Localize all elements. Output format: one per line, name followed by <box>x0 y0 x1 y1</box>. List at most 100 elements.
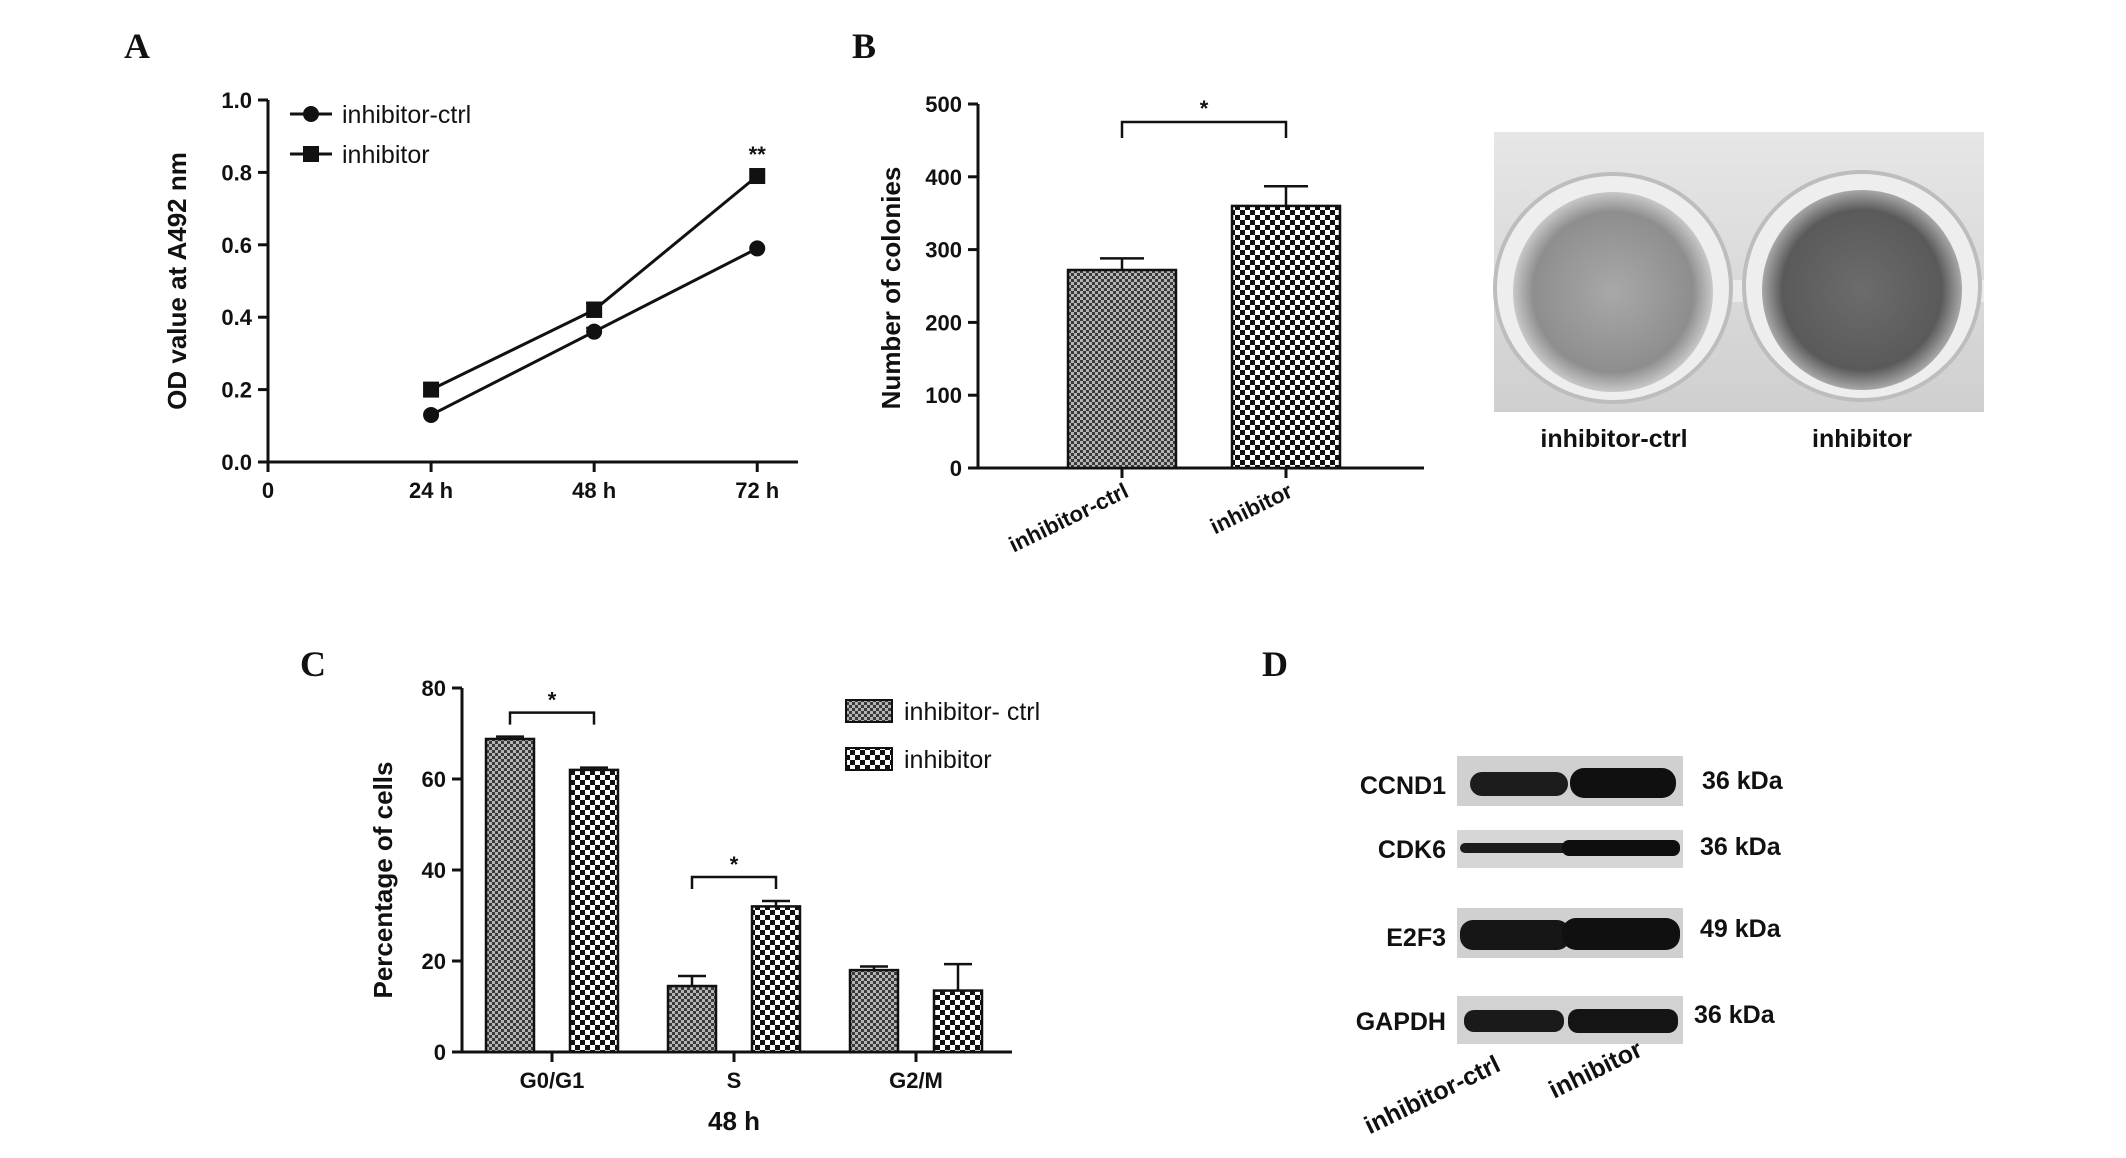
y-tick-label: 0.8 <box>221 160 252 185</box>
data-point <box>586 301 603 318</box>
panel-c-legend: inhibitor- ctrl inhibitor <box>845 698 1040 774</box>
y-tick-label: 300 <box>925 238 962 263</box>
panel-letter-a: A <box>124 26 150 66</box>
panel-b-y-ticks: 0 100 200 300 400 500 <box>925 92 978 481</box>
panel-a-series <box>423 168 766 423</box>
x-tick-label: 48 h <box>572 478 616 503</box>
series-inhibitor- ctrl <box>484 735 900 1054</box>
panel-a-y-axis-label: OD value at A492 nm <box>162 152 192 410</box>
panel-letter-c: C <box>300 644 326 684</box>
legend-item: inhibitor <box>845 746 992 774</box>
series-line <box>430 174 759 391</box>
y-tick-label: 80 <box>422 676 446 701</box>
blot-size-cdk6: 36 kDa <box>1700 833 1782 861</box>
panel-a-x-ticks: 0 24 h 48 h 72 h <box>262 462 779 503</box>
dish-inhibitor <box>1762 190 1962 390</box>
x-tick-label: G0/G1 <box>520 1068 585 1093</box>
data-point <box>749 168 766 185</box>
x-tick-label: G2/M <box>889 1068 943 1093</box>
blot-protein-e2f3: E2F3 <box>1386 924 1446 952</box>
bar <box>848 968 900 1054</box>
significance-label: * <box>548 688 557 713</box>
error-bar <box>678 974 706 987</box>
panel-d-western-blot: CCND1 36 kDa CDK6 36 kDa E2F3 49 kDa GAP… <box>1356 756 1784 1140</box>
colony-photo: inhibitor-ctrl inhibitor <box>1493 132 1984 453</box>
blot-row-gapdh: GAPDH 36 kDa <box>1356 996 1776 1044</box>
y-tick-label: 400 <box>925 165 962 190</box>
blot-size-gapdh: 36 kDa <box>1694 1001 1776 1029</box>
panel-c-x-ticks: G0/G1 S G2/M <box>520 1052 943 1093</box>
blot-protein-ccnd1: CCND1 <box>1360 772 1446 800</box>
series-inhibitor-ctrl <box>423 240 766 423</box>
y-tick-label: 0.6 <box>221 233 252 258</box>
significance-bracket: * <box>690 852 778 889</box>
legend-label: inhibitor <box>904 746 992 774</box>
panel-b-bar-chart: Number of colonies 0 100 200 300 400 500 inhi… <box>876 92 1424 557</box>
blot-row-cdk6: CDK6 36 kDa <box>1378 830 1782 868</box>
y-tick-label: 1.0 <box>221 88 252 113</box>
panel-b-y-axis-label: Number of colonies <box>876 167 906 410</box>
x-tick-label: inhibitor <box>1206 478 1296 539</box>
series-inhibitor <box>423 168 766 398</box>
y-tick-label: 40 <box>422 858 446 883</box>
y-tick-label: 0.4 <box>221 305 252 330</box>
data-point <box>423 406 440 423</box>
panel-c-y-ticks: 0 20 40 60 80 <box>422 676 462 1065</box>
panel-b-x-ticks: inhibitor-ctrl inhibitor <box>1005 468 1297 557</box>
panel-c-y-axis-label: Percentage of cells <box>368 762 398 999</box>
series-inhibitor <box>568 766 984 1054</box>
blot-band-gapdh-inhibitor <box>1568 1009 1678 1033</box>
significance-label: * <box>1200 96 1209 121</box>
blot-protein-cdk6: CDK6 <box>1378 836 1446 864</box>
y-tick-label: 0.0 <box>221 450 252 475</box>
y-tick-label: 0 <box>434 1040 446 1065</box>
error-bar <box>580 766 608 770</box>
blot-lane-inhibitor-ctrl: inhibitor-ctrl <box>1360 1050 1505 1140</box>
blot-band-e2f3-ctrl <box>1460 920 1570 950</box>
panel-a-significance: ** <box>749 142 767 167</box>
panel-c-significance: ** <box>508 688 778 889</box>
blot-lane-inhibitor: inhibitor <box>1544 1035 1646 1104</box>
data-point <box>586 323 603 340</box>
bar <box>932 989 984 1054</box>
bar <box>1066 268 1178 470</box>
y-tick-label: 60 <box>422 767 446 792</box>
x-tick-label: 24 h <box>409 478 453 503</box>
panel-b-significance: * <box>1120 96 1288 138</box>
y-tick-label: 100 <box>925 383 962 408</box>
blot-band-cdk6-inhibitor <box>1562 840 1680 856</box>
blot-row-ccnd1: CCND1 36 kDa <box>1360 756 1784 806</box>
legend-item: inhibitor-ctrl <box>290 101 471 129</box>
bar-inhibitor-ctrl <box>1066 257 1178 470</box>
panel-b-bars <box>1066 185 1342 470</box>
dish-inhibitor-ctrl <box>1513 192 1713 392</box>
y-tick-label: 0 <box>950 456 962 481</box>
panel-c-bars <box>484 735 984 1054</box>
y-tick-label: 200 <box>925 310 962 335</box>
photo-label-inhibitor: inhibitor <box>1812 425 1912 453</box>
blot-band-gapdh-ctrl <box>1464 1010 1564 1032</box>
blot-band-ccnd1-ctrl <box>1470 772 1568 796</box>
x-tick-label: S <box>727 1068 742 1093</box>
blot-protein-gapdh: GAPDH <box>1356 1008 1446 1036</box>
bar <box>484 737 536 1054</box>
significance-label: * <box>730 852 739 877</box>
panel-c-x-axis-label: 48 h <box>708 1106 760 1136</box>
error-bar <box>762 899 790 907</box>
x-tick-label: 0 <box>262 478 274 503</box>
panel-letter-d: D <box>1262 644 1288 684</box>
y-tick-label: 500 <box>925 92 962 117</box>
data-point <box>749 240 766 257</box>
photo-label-inhibitor-ctrl: inhibitor-ctrl <box>1540 425 1687 453</box>
significance-bracket: * <box>508 688 596 725</box>
y-tick-label: 0.2 <box>221 378 252 403</box>
legend-label: inhibitor- ctrl <box>904 698 1040 726</box>
bar <box>750 905 802 1054</box>
blot-size-e2f3: 49 kDa <box>1700 915 1782 943</box>
panel-a-y-ticks: 0.0 0.2 0.4 0.6 0.8 1.0 <box>221 88 268 475</box>
blot-band-ccnd1-inhibitor <box>1570 768 1676 798</box>
bar <box>666 984 718 1054</box>
legend-label: inhibitor <box>342 141 430 169</box>
panel-a-line-chart: OD value at A492 nm 0.0 0.2 0.4 0.6 0.8 1.0 0… <box>162 88 798 503</box>
